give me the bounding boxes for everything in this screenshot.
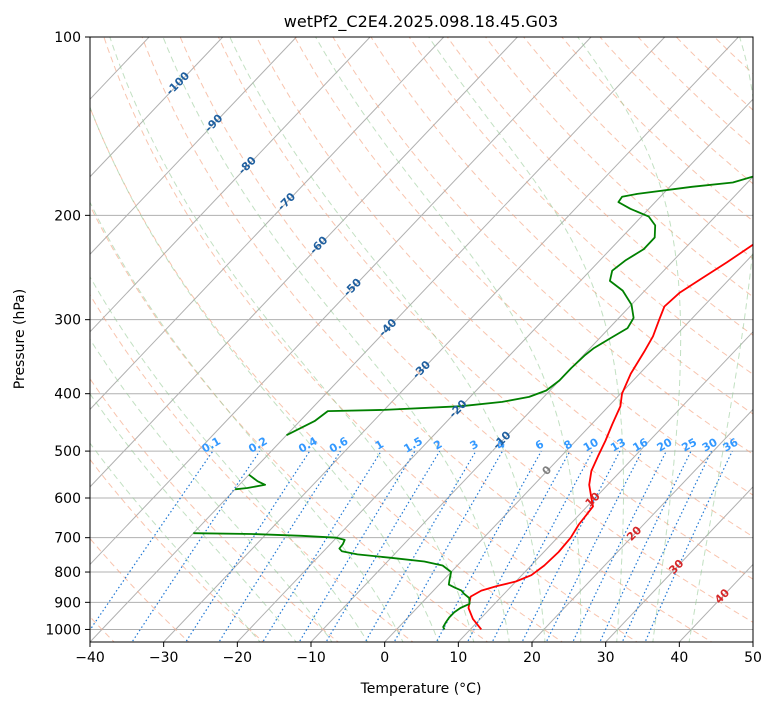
moist-adiabat-line: [428, 37, 624, 642]
y-tick-label: 600: [54, 491, 81, 507]
background-lines: [0, 37, 753, 642]
x-tick-label: −30: [149, 650, 179, 666]
x-tick-label: −40: [75, 650, 105, 666]
moist-adiabat-line: [229, 37, 546, 642]
x-tick-label: 10: [449, 650, 467, 666]
moist-adiabat-line: [90, 275, 369, 642]
y-tick-label: 200: [54, 208, 81, 224]
y-tick-label: 700: [54, 531, 81, 547]
x-tick-label: 30: [597, 650, 615, 666]
dry-adiabat-line: [446, 37, 753, 336]
mixing-ratio-line: [131, 450, 261, 642]
dry-adiabat-line: [332, 37, 753, 455]
dry-adiabat-line: [141, 37, 713, 642]
y-tick-label: 800: [54, 565, 81, 581]
isotherm-line: [90, 37, 371, 333]
moist-adiabat-line: [90, 392, 297, 642]
x-axis-title: Temperature (°C): [360, 681, 482, 697]
x-tick-label: 50: [744, 650, 762, 666]
isotherm-line: [90, 37, 224, 178]
dry-adiabat-line: [294, 37, 753, 496]
y-axis-title: Pressure (hPa): [12, 289, 28, 389]
x-tick-label: 40: [670, 650, 688, 666]
isotherm-line: [605, 486, 753, 642]
y-tick-label: 300: [54, 313, 81, 329]
dry-adiabat-line: [90, 204, 489, 642]
dry-adiabat-line: [90, 537, 190, 642]
dry-adiabat-line: [370, 37, 753, 415]
dry-adiabat-line: [217, 37, 753, 580]
plot-background: [90, 37, 753, 642]
mixing-ratio-line: [90, 450, 214, 631]
moist-adiabat-line: [90, 338, 333, 642]
mixing-ratio-line: [621, 450, 713, 642]
moist-adiabat-line: [315, 37, 582, 642]
isotherm-line: [90, 37, 666, 642]
moist-adiabat-line: [577, 37, 682, 642]
mixing-ratio-line: [185, 450, 311, 642]
isotherm-line: [0, 37, 2, 642]
moist-adiabat-line: [90, 105, 439, 642]
isotherm-line: [752, 641, 753, 642]
x-tick-label: 0: [380, 650, 389, 666]
mixing-ratio-line: [325, 450, 441, 642]
isotherm-line: [236, 98, 753, 642]
mixing-ratio-line: [491, 450, 594, 642]
chart-title: wetPf2_C2E4.2025.098.18.45.G03: [284, 12, 558, 32]
mixing-ratio-line: [262, 450, 382, 642]
moist-adiabat-line: [162, 37, 510, 642]
dry-adiabat-line: [256, 37, 753, 538]
dry-adiabat-line: [408, 37, 753, 375]
dry-adiabat-line: [90, 377, 340, 642]
y-tick-label: 400: [54, 387, 81, 403]
moist-adiabat-line: [90, 201, 404, 642]
moist-adiabat-line: [688, 37, 753, 642]
mixing-ratio-line: [218, 450, 342, 642]
dry-adiabat-line: [103, 37, 638, 642]
plot-frame: [89, 36, 754, 643]
mixing-ratio-line: [521, 450, 621, 642]
y-tick-label: 500: [54, 444, 81, 460]
isotherm-line: [90, 37, 518, 488]
dewpoint-profile-upper: [286, 175, 753, 437]
isotherm-line: [90, 37, 592, 566]
mixing-ratio-line: [466, 450, 571, 642]
x-tick-label: 20: [523, 650, 541, 666]
y-tick-label: 900: [54, 595, 81, 611]
mixing-ratio-line: [599, 450, 692, 642]
dry-adiabat-line: [90, 458, 265, 642]
x-tick-label: −20: [223, 650, 253, 666]
isotherm-line: [531, 408, 753, 642]
mixing-ratio-line: [364, 450, 477, 642]
dry-adiabat-line: [90, 106, 564, 642]
dewpoint-profile-segment: [235, 473, 267, 491]
isotherm-line: [163, 37, 739, 642]
y-tick-label: 1000: [45, 622, 81, 638]
dewpoint-profile: [193, 532, 471, 630]
profile-lines: [193, 175, 753, 630]
y-tick-label: 100: [54, 30, 81, 46]
isotherm-line: [457, 331, 753, 642]
axis-ticks: −40 −30 −20 −10 0 10 20 30 40 50 1000 900 800 700 600 5…: [45, 30, 762, 666]
dry-adiabat-line: [179, 37, 753, 623]
isotherm-line: [384, 253, 753, 642]
x-tick-label: −10: [296, 650, 326, 666]
temperature-profile: [467, 243, 753, 630]
moist-adiabat-line: [109, 37, 475, 642]
isotherm-line: [90, 37, 445, 411]
isotherm-line: [90, 37, 297, 256]
